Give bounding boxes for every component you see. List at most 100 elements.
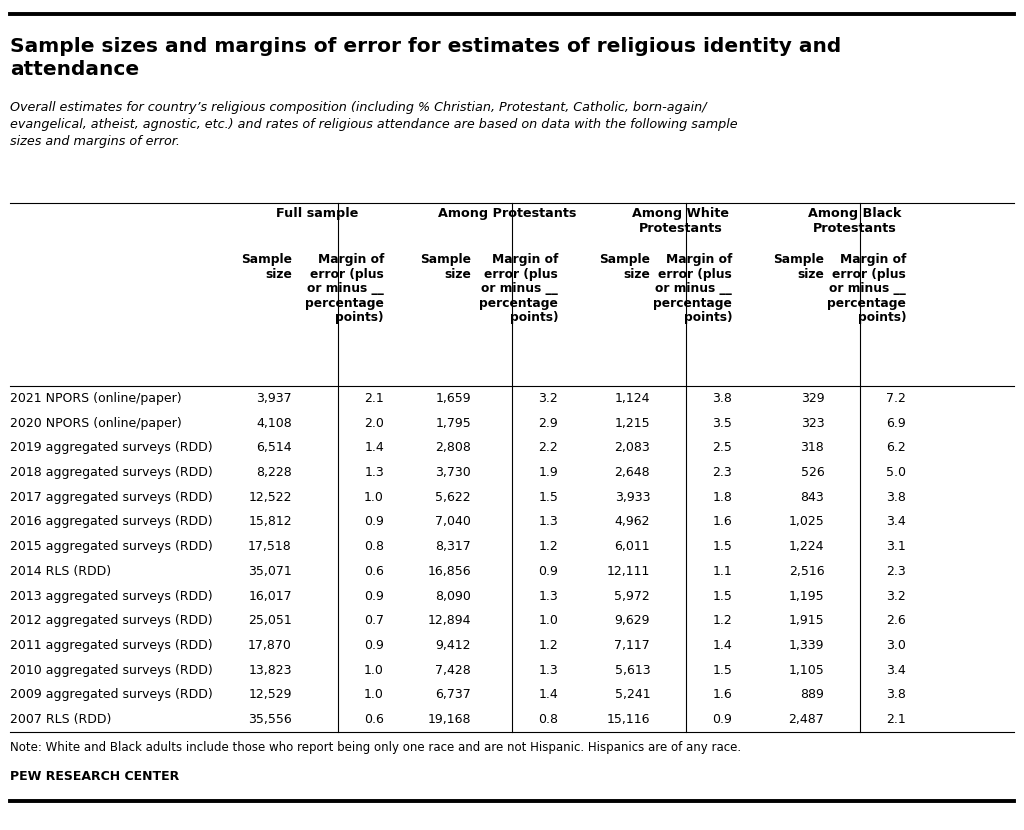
Text: 12,894: 12,894 — [428, 614, 471, 627]
Text: 1.5: 1.5 — [713, 664, 732, 676]
Text: 6,011: 6,011 — [614, 540, 650, 553]
Text: 1,215: 1,215 — [614, 417, 650, 430]
Text: 12,522: 12,522 — [249, 491, 292, 504]
Text: 5,972: 5,972 — [614, 589, 650, 603]
Text: 3.0: 3.0 — [887, 639, 906, 652]
Text: 0.8: 0.8 — [364, 540, 384, 553]
Text: 1.3: 1.3 — [539, 515, 558, 529]
Text: 3.5: 3.5 — [713, 417, 732, 430]
Text: 2007 RLS (RDD): 2007 RLS (RDD) — [10, 713, 112, 726]
Text: 2,808: 2,808 — [435, 442, 471, 454]
Text: 2013 aggregated surveys (RDD): 2013 aggregated surveys (RDD) — [10, 589, 213, 603]
Text: 3.2: 3.2 — [539, 392, 558, 405]
Text: 2019 aggregated surveys (RDD): 2019 aggregated surveys (RDD) — [10, 442, 213, 454]
Text: 5,241: 5,241 — [614, 688, 650, 701]
Text: 4,962: 4,962 — [614, 515, 650, 529]
Text: Sample
size: Sample size — [599, 253, 650, 281]
Text: 12,529: 12,529 — [249, 688, 292, 701]
Text: Full sample: Full sample — [276, 208, 358, 221]
Text: 8,317: 8,317 — [435, 540, 471, 553]
Text: 1.9: 1.9 — [539, 466, 558, 479]
Text: 1.0: 1.0 — [539, 614, 558, 627]
Text: 1.2: 1.2 — [539, 639, 558, 652]
Text: 0.9: 0.9 — [365, 515, 384, 529]
Text: Among White
Protestants: Among White Protestants — [633, 208, 729, 236]
Text: 0.6: 0.6 — [365, 565, 384, 578]
Text: 1,025: 1,025 — [788, 515, 824, 529]
Text: 35,071: 35,071 — [248, 565, 292, 578]
Text: 0.9: 0.9 — [713, 713, 732, 726]
Text: 1.6: 1.6 — [713, 515, 732, 529]
Text: 3.4: 3.4 — [887, 515, 906, 529]
Text: 4,108: 4,108 — [256, 417, 292, 430]
Text: 1,339: 1,339 — [788, 639, 824, 652]
Text: 5,622: 5,622 — [435, 491, 471, 504]
Text: 1.1: 1.1 — [713, 565, 732, 578]
Text: 2.3: 2.3 — [713, 466, 732, 479]
Text: 2.1: 2.1 — [365, 392, 384, 405]
Text: 3,933: 3,933 — [614, 491, 650, 504]
Text: 13,823: 13,823 — [249, 664, 292, 676]
Text: 2.6: 2.6 — [887, 614, 906, 627]
Text: 0.9: 0.9 — [365, 639, 384, 652]
Text: 1.0: 1.0 — [365, 664, 384, 676]
Text: 1,659: 1,659 — [435, 392, 471, 405]
Text: 9,412: 9,412 — [435, 639, 471, 652]
Text: 3.8: 3.8 — [713, 392, 732, 405]
Text: 2015 aggregated surveys (RDD): 2015 aggregated surveys (RDD) — [10, 540, 213, 553]
Text: 3.1: 3.1 — [887, 540, 906, 553]
Text: 1.5: 1.5 — [539, 491, 558, 504]
Text: 2011 aggregated surveys (RDD): 2011 aggregated surveys (RDD) — [10, 639, 213, 652]
Text: Sample
size: Sample size — [241, 253, 292, 281]
Text: 2010 aggregated surveys (RDD): 2010 aggregated surveys (RDD) — [10, 664, 213, 676]
Text: 2,648: 2,648 — [614, 466, 650, 479]
Text: 0.6: 0.6 — [365, 713, 384, 726]
Text: 1.5: 1.5 — [713, 589, 732, 603]
Text: Sample sizes and margins of error for estimates of religious identity and
attend: Sample sizes and margins of error for es… — [10, 37, 842, 79]
Text: 3.8: 3.8 — [887, 688, 906, 701]
Text: 5,613: 5,613 — [614, 664, 650, 676]
Text: 318: 318 — [801, 442, 824, 454]
Text: 0.7: 0.7 — [364, 614, 384, 627]
Text: 2,516: 2,516 — [788, 565, 824, 578]
Text: 526: 526 — [801, 466, 824, 479]
Text: 2.3: 2.3 — [887, 565, 906, 578]
Text: 6,514: 6,514 — [256, 442, 292, 454]
Text: 2014 RLS (RDD): 2014 RLS (RDD) — [10, 565, 112, 578]
Text: 8,090: 8,090 — [435, 589, 471, 603]
Text: 15,116: 15,116 — [607, 713, 650, 726]
Text: 3,937: 3,937 — [256, 392, 292, 405]
Text: 1.8: 1.8 — [713, 491, 732, 504]
Text: PEW RESEARCH CENTER: PEW RESEARCH CENTER — [10, 770, 179, 784]
Text: 2.0: 2.0 — [365, 417, 384, 430]
Text: 2.5: 2.5 — [713, 442, 732, 454]
Text: 1.4: 1.4 — [539, 688, 558, 701]
Text: Overall estimates for country’s religious composition (including % Christian, Pr: Overall estimates for country’s religiou… — [10, 101, 738, 149]
Text: 2.1: 2.1 — [887, 713, 906, 726]
Text: 6.2: 6.2 — [887, 442, 906, 454]
Text: 1.0: 1.0 — [365, 491, 384, 504]
Text: 0.9: 0.9 — [539, 565, 558, 578]
Text: 16,017: 16,017 — [248, 589, 292, 603]
Text: 2,487: 2,487 — [788, 713, 824, 726]
Text: 843: 843 — [801, 491, 824, 504]
Text: 0.9: 0.9 — [365, 589, 384, 603]
Text: 7,117: 7,117 — [614, 639, 650, 652]
Text: 1.6: 1.6 — [713, 688, 732, 701]
Text: 15,812: 15,812 — [248, 515, 292, 529]
Text: 7,040: 7,040 — [435, 515, 471, 529]
Text: 2018 aggregated surveys (RDD): 2018 aggregated surveys (RDD) — [10, 466, 213, 479]
Text: 25,051: 25,051 — [248, 614, 292, 627]
Text: 7.2: 7.2 — [887, 392, 906, 405]
Text: 2009 aggregated surveys (RDD): 2009 aggregated surveys (RDD) — [10, 688, 213, 701]
Text: Sample
size: Sample size — [773, 253, 824, 281]
Text: 12,111: 12,111 — [607, 565, 650, 578]
Text: 19,168: 19,168 — [428, 713, 471, 726]
Text: 3.2: 3.2 — [887, 589, 906, 603]
Text: 2.9: 2.9 — [539, 417, 558, 430]
Text: 8,228: 8,228 — [256, 466, 292, 479]
Text: Among Protestants: Among Protestants — [437, 208, 577, 221]
Text: 2016 aggregated surveys (RDD): 2016 aggregated surveys (RDD) — [10, 515, 213, 529]
Text: 1.0: 1.0 — [365, 688, 384, 701]
Text: 1.4: 1.4 — [365, 442, 384, 454]
